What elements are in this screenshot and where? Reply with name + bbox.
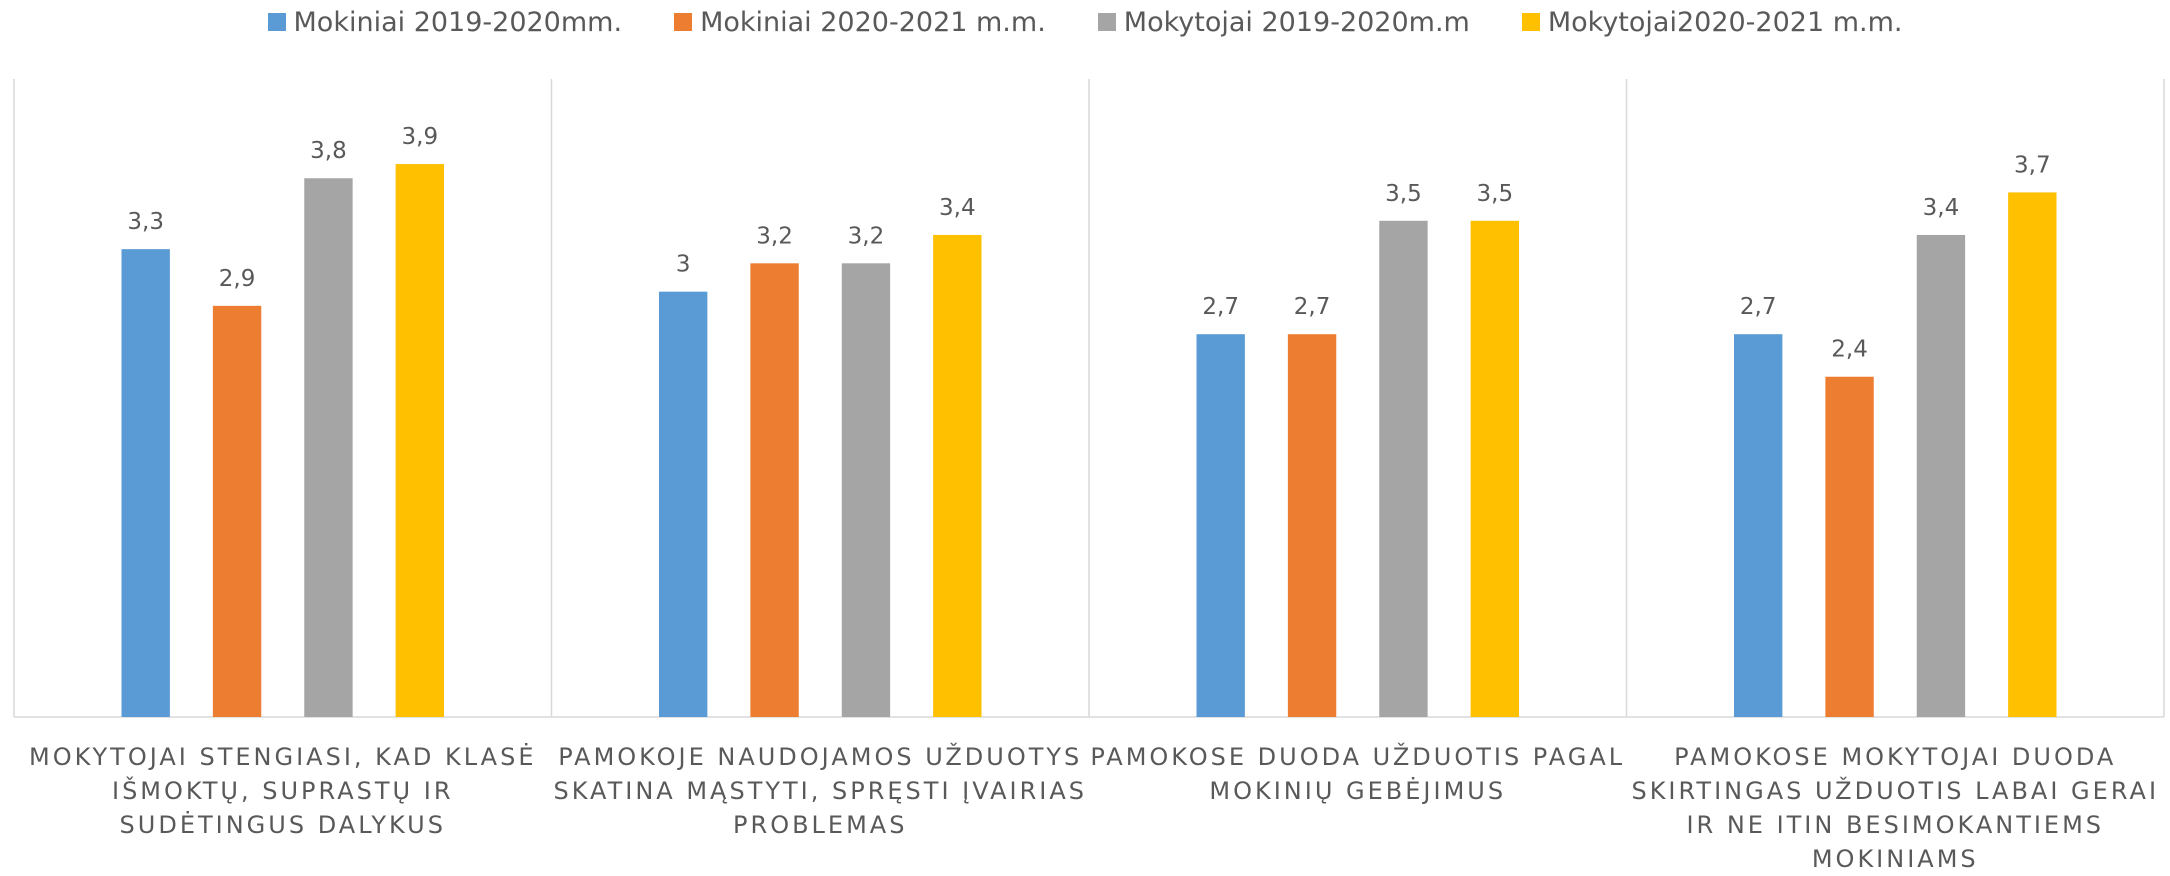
legend-label: Mokiniai 2019-2020mm. <box>293 6 623 38</box>
value-label: 2,4 <box>1831 337 1868 363</box>
bar <box>841 263 891 717</box>
bar <box>1379 220 1428 717</box>
value-label: 2,7 <box>1202 294 1239 320</box>
bar <box>304 178 353 717</box>
value-label: 3,5 <box>1477 181 1514 207</box>
value-label: 2,7 <box>1294 294 1331 320</box>
x-tick-label: PAMOKOJE NAUDOJAMOS UŽDUOTYS SKATINA MĄS… <box>553 743 1088 839</box>
value-label: 3,4 <box>939 195 976 221</box>
legend-swatch <box>1521 13 1540 31</box>
legend-swatch <box>1097 13 1116 31</box>
bar <box>395 164 444 718</box>
legend-label: Mokytojai2020-2021 m.m. <box>1547 6 1903 38</box>
bar <box>750 263 799 717</box>
bar <box>1916 234 1966 717</box>
value-label: 3,9 <box>402 124 439 150</box>
legend-label: Mokytojai 2019-2020m.m <box>1123 6 1470 38</box>
bar <box>933 234 982 717</box>
value-label: 3,7 <box>2014 152 2051 178</box>
legend: Mokiniai 2019-2020mm. Mokiniai 2020-2021 … <box>0 0 2170 44</box>
bar <box>2008 192 2057 717</box>
legend-item: Mokytojai 2019-2020m.m <box>1097 6 1470 38</box>
x-tick-label: PAMOKOSE DUODA UŽDUOTIS PAGAL MOKINIŲ GE… <box>1090 743 1626 805</box>
bar <box>659 291 708 717</box>
legend-label: Mokiniai 2020-2021 m.m. <box>700 6 1046 38</box>
value-label: 3,4 <box>1923 195 1960 221</box>
legend-swatch <box>674 13 693 31</box>
value-label: 2,9 <box>219 266 256 292</box>
bar <box>121 249 170 717</box>
bar <box>1287 334 1337 717</box>
value-label: 3 <box>676 252 691 278</box>
x-tick-label: MOKYTOJAI STENGIASI, KAD KLASĖ IŠMOKTŲ, … <box>29 743 537 839</box>
x-tick-label: PAMOKOSE MOKYTOJAI DUODA SKIRTINGAS UŽDU… <box>1631 743 2160 873</box>
bar <box>1734 334 1783 717</box>
legend-swatch <box>267 13 286 31</box>
bar <box>1825 376 1874 717</box>
value-label: 3,2 <box>848 223 885 249</box>
bar <box>1470 220 1519 717</box>
legend-item: Mokiniai 2019-2020mm. <box>267 6 623 38</box>
legend-item: Mokytojai2020-2021 m.m. <box>1521 6 1903 38</box>
value-label: 2,7 <box>1740 294 1777 320</box>
value-label: 3,8 <box>310 138 347 164</box>
value-label: 3,5 <box>1385 181 1422 207</box>
bar <box>212 305 262 717</box>
value-label: 3,2 <box>756 223 793 249</box>
legend-item: Mokiniai 2020-2021 m.m. <box>674 7 1046 38</box>
bar <box>1196 334 1245 717</box>
value-label: 3,3 <box>127 209 164 235</box>
